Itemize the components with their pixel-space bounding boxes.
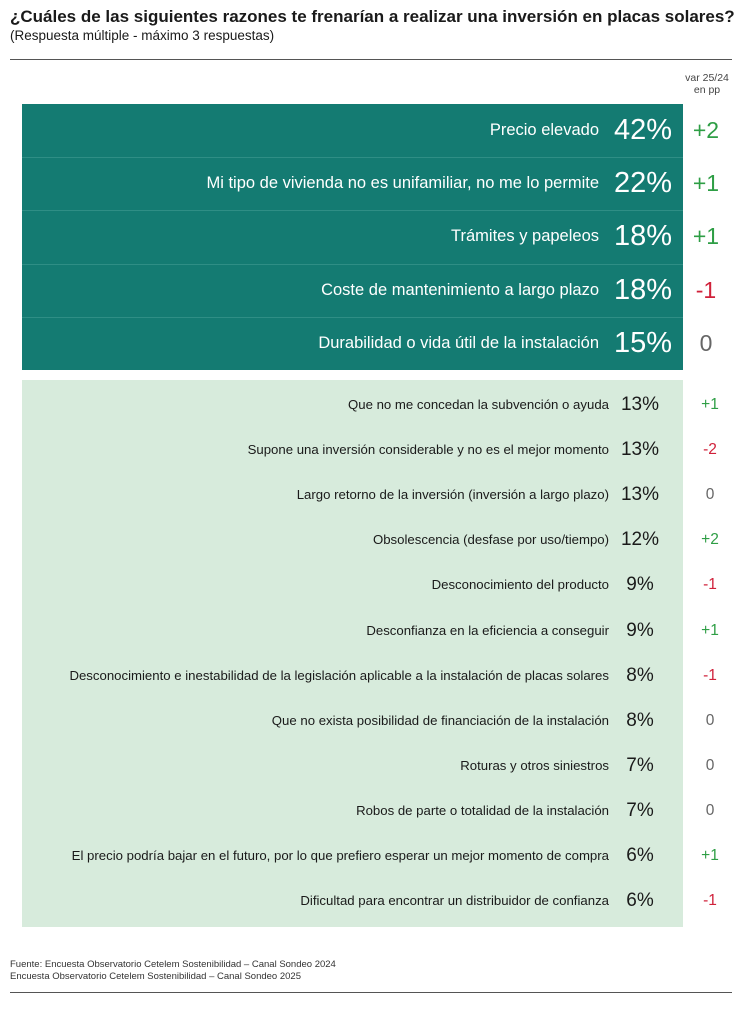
reason-label: Que no exista posibilidad de financiació… bbox=[271, 712, 609, 728]
row-separator bbox=[22, 263, 683, 265]
reason-percentage: 15% bbox=[613, 326, 673, 359]
variation-value: 0 bbox=[705, 756, 715, 774]
reason-percentage: 22% bbox=[613, 167, 673, 200]
reason-row: Que no me concedan la subvención o ayuda… bbox=[22, 382, 742, 427]
variation-value: 0 bbox=[705, 711, 715, 729]
top-reasons-panel bbox=[22, 104, 683, 370]
top-reason-row: Precio elevado 42% +2 bbox=[22, 104, 742, 157]
reason-label: Robos de parte o totalidad de la instala… bbox=[356, 802, 609, 818]
variation-value: 0 bbox=[705, 486, 715, 504]
other-reasons-panel bbox=[22, 380, 683, 927]
row-separator bbox=[22, 157, 683, 159]
variation-value: -1 bbox=[695, 276, 717, 303]
top-reason-row: Durabilidad o vida útil de la instalació… bbox=[22, 316, 742, 370]
reason-row: El precio podría bajar en el futuro, por… bbox=[22, 833, 742, 878]
reason-label: Desconocimiento e inestabilidad de la le… bbox=[69, 667, 609, 683]
variation-value: +1 bbox=[692, 223, 720, 250]
variation-value: +1 bbox=[701, 396, 719, 413]
reason-percentage: 13% bbox=[620, 484, 660, 506]
reason-row: Roturas y otros siniestros 7% 0 bbox=[22, 743, 742, 788]
reason-label: Mi tipo de vivienda no es unifamiliar, n… bbox=[206, 174, 599, 193]
variation-column-header: var 25/24 en pp bbox=[672, 72, 742, 96]
reason-label: Precio elevado bbox=[489, 121, 599, 139]
reason-percentage: 7% bbox=[626, 754, 654, 776]
variation-value: -1 bbox=[703, 666, 717, 684]
reason-label: Obsolescencia (desfase por uso/tiempo) bbox=[372, 532, 609, 548]
reason-percentage: 42% bbox=[613, 114, 673, 146]
top-reason-row: Trámites y papeleos 18% +1 bbox=[22, 210, 742, 263]
reason-label: Coste de mantenimiento a largo plazo bbox=[321, 280, 599, 299]
variation-value: 0 bbox=[699, 329, 713, 356]
top-reason-row: Coste de mantenimiento a largo plazo 18% -… bbox=[22, 263, 742, 317]
reason-label: Trámites y papeleos bbox=[451, 227, 599, 246]
variation-header-line-2: en pp bbox=[693, 84, 721, 96]
reason-label: Desconocimiento del producto bbox=[431, 577, 609, 593]
reason-percentage: 8% bbox=[626, 664, 654, 686]
top-divider bbox=[10, 59, 732, 60]
reason-percentage: 9% bbox=[626, 619, 654, 641]
reason-label: Largo retorno de la inversión (inversión… bbox=[296, 487, 609, 503]
variation-value: +2 bbox=[701, 531, 719, 549]
reason-percentage: 13% bbox=[620, 439, 660, 461]
variation-value: 0 bbox=[705, 801, 715, 819]
chart-subtitle: (Respuesta múltiple - máximo 3 respuesta… bbox=[10, 28, 275, 43]
reason-label: Dificultad para encontrar un distribuido… bbox=[300, 893, 609, 909]
variation-value: -2 bbox=[703, 441, 717, 459]
top-reason-row: Mi tipo de vivienda no es unifamiliar, n… bbox=[22, 157, 742, 210]
reason-row: Supone una inversión considerable y no e… bbox=[22, 427, 742, 472]
reason-row: Obsolescencia (desfase por uso/tiempo) 12… bbox=[22, 517, 742, 562]
reason-percentage: 13% bbox=[620, 394, 660, 415]
reason-label: Roturas y otros siniestros bbox=[460, 757, 609, 773]
source-line-1: Fuente: Encuesta Observatorio Cetelem So… bbox=[10, 959, 336, 970]
variation-value: -1 bbox=[703, 892, 717, 910]
reason-row: Dificultad para encontrar un distribuido… bbox=[22, 878, 742, 923]
reason-row: Largo retorno de la inversión (inversión… bbox=[22, 472, 742, 517]
reason-percentage: 7% bbox=[626, 799, 654, 821]
reason-percentage: 8% bbox=[626, 709, 654, 731]
variation-value: -1 bbox=[703, 576, 717, 594]
reason-percentage: 6% bbox=[626, 845, 654, 866]
variation-value: +2 bbox=[692, 117, 720, 143]
reason-row: Que no exista posibilidad de financiació… bbox=[22, 698, 742, 743]
reason-row: Desconocimiento del producto 9% -1 bbox=[22, 562, 742, 607]
row-separator bbox=[22, 210, 683, 212]
variation-value: +1 bbox=[701, 847, 719, 864]
reason-percentage: 12% bbox=[620, 529, 660, 551]
reason-label: Desconfianza en la eficiencia a consegui… bbox=[366, 622, 609, 638]
reason-row: Robos de parte o totalidad de la instala… bbox=[22, 788, 742, 833]
variation-header-line-1: var 25/24 bbox=[685, 72, 729, 84]
reason-row: Desconfianza en la eficiencia a consegui… bbox=[22, 608, 742, 653]
row-separator bbox=[22, 316, 683, 318]
bottom-divider bbox=[10, 992, 732, 993]
reason-label: El precio podría bajar en el futuro, por… bbox=[71, 848, 609, 863]
reason-percentage: 9% bbox=[626, 574, 654, 596]
reason-label: Durabilidad o vida útil de la instalació… bbox=[318, 333, 599, 352]
source-line-2: Encuesta Observatorio Cetelem Sostenibil… bbox=[10, 970, 301, 982]
reason-label: Supone una inversión considerable y no e… bbox=[247, 442, 609, 458]
variation-value: +1 bbox=[701, 621, 719, 639]
chart-title: ¿Cuáles de las siguientes razones te fre… bbox=[10, 7, 735, 26]
reason-percentage: 6% bbox=[626, 890, 654, 912]
reason-percentage: 18% bbox=[613, 220, 673, 253]
reason-row: Desconocimiento e inestabilidad de la le… bbox=[22, 653, 742, 698]
source-note: Fuente: Encuesta Observatorio Cetelem So… bbox=[10, 959, 710, 982]
reason-percentage: 18% bbox=[613, 273, 673, 306]
variation-value: +1 bbox=[692, 170, 720, 197]
reason-label: Que no me concedan la subvención o ayuda bbox=[347, 397, 609, 412]
